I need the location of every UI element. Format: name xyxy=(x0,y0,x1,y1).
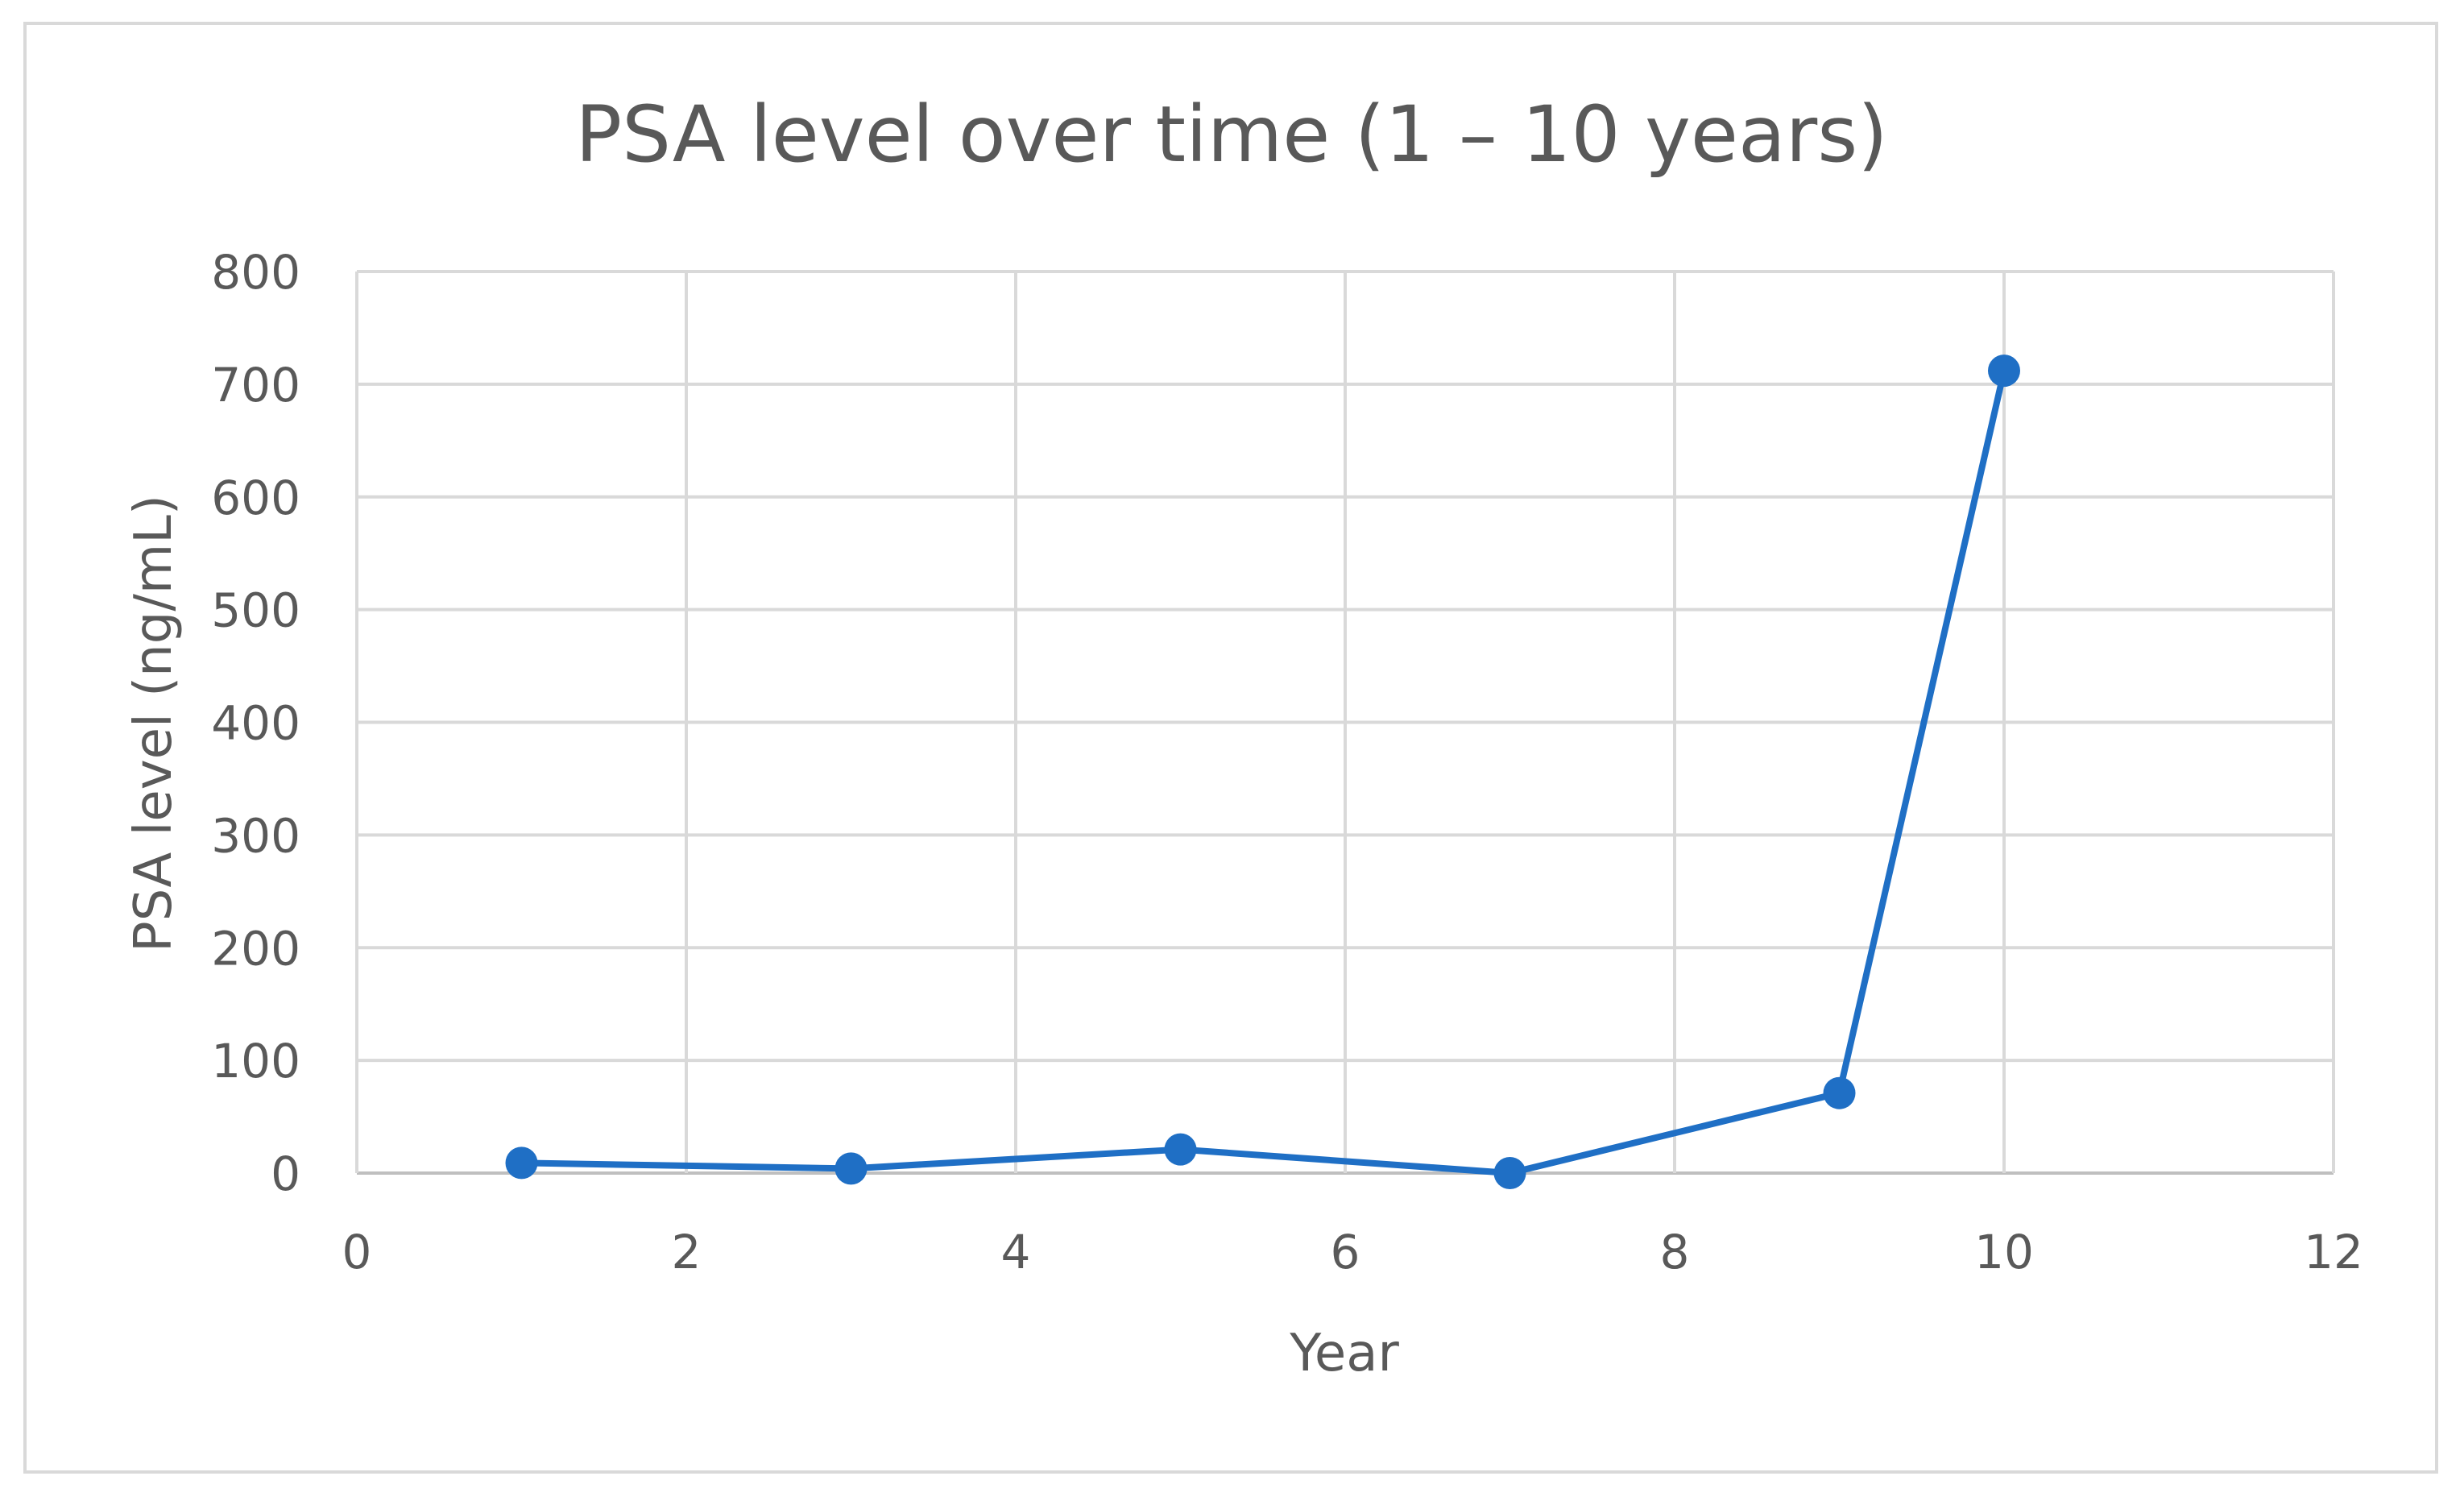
data-point xyxy=(1823,1076,1856,1109)
y-tick-label: 700 xyxy=(211,358,300,413)
x-tick-label: 12 xyxy=(2304,1225,2363,1279)
y-tick-label: 600 xyxy=(211,471,300,525)
data-point xyxy=(1493,1157,1526,1189)
y-tick-label: 0 xyxy=(271,1146,300,1201)
y-axis-title: PSA level (ng/mL) xyxy=(124,495,184,952)
tick-labels: 0 100 200 300 400 500 600 700 800 0 2 4 6 8 10 12 xyxy=(211,245,2363,1279)
data-point xyxy=(505,1146,538,1180)
data-point xyxy=(834,1152,868,1185)
data-series xyxy=(505,355,2020,1189)
y-tick-label: 400 xyxy=(211,696,300,751)
x-tick-label: 0 xyxy=(342,1225,372,1279)
chart-frame xyxy=(23,22,2438,1474)
x-tick-label: 4 xyxy=(1001,1225,1031,1279)
y-tick-label: 100 xyxy=(211,1034,300,1088)
x-tick-label: 2 xyxy=(672,1225,702,1279)
y-tick-label: 500 xyxy=(211,583,300,638)
y-tick-label: 300 xyxy=(211,808,300,863)
y-tick-label: 200 xyxy=(211,921,300,976)
x-tick-label: 10 xyxy=(1974,1225,2034,1279)
series-line xyxy=(518,367,2007,1176)
gridlines xyxy=(355,270,2335,1175)
chart-title: PSA level over time (1 – 10 years) xyxy=(575,89,1887,180)
y-tick-label: 800 xyxy=(211,245,300,300)
x-tick-label: 6 xyxy=(1331,1225,1360,1279)
data-point xyxy=(1988,355,2020,388)
x-tick-label: 8 xyxy=(1660,1225,1690,1279)
data-point xyxy=(1164,1133,1197,1166)
x-axis-title: Year xyxy=(1289,1324,1399,1383)
